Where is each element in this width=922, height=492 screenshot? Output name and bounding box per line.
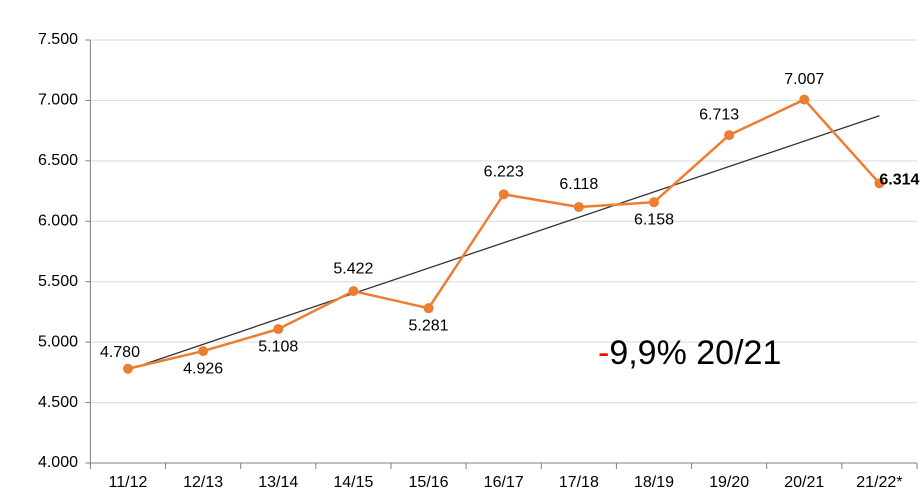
y-tick-label: 7.500 [38,31,78,48]
y-tick-label: 4.500 [38,394,78,411]
data-point [573,202,584,213]
data-point [799,94,810,105]
data-point [724,130,735,141]
data-label: 5.108 [258,338,298,355]
x-tick-label: 14/15 [333,474,373,491]
data-label: 6.158 [634,211,674,228]
y-tick-label: 6.500 [38,152,78,169]
x-tick-label: 18/19 [634,474,674,491]
data-point [423,303,434,314]
data-label: 6.314 [879,172,919,189]
series-line [127,98,881,370]
x-tick-label: 15/16 [409,474,449,491]
data-label: 6.223 [484,164,524,181]
data-point [273,324,284,335]
data-label: 5.281 [409,317,449,334]
data-label: 6.713 [699,106,739,123]
annotation-sign: - [598,334,609,372]
trendline [127,115,880,371]
x-tick-label: 11/12 [109,474,148,491]
annotation: -9,9% 20/21 [598,334,781,372]
x-tick-label: 12/13 [183,474,223,491]
data-label: 5.422 [333,260,373,277]
x-tick-label: 21/22* [856,474,902,491]
data-point [198,346,209,357]
data-point [348,286,359,297]
y-tick-label: 6.000 [38,213,78,230]
y-tick-label: 5.000 [38,333,78,350]
x-tick-label: 17/18 [559,474,599,491]
annotation-text: 9,9% 20/21 [609,334,781,372]
x-tick-label: 16/17 [484,474,524,491]
data-point [498,189,509,200]
data-label: 4.780 [100,344,140,361]
x-tick-label: 13/14 [258,474,298,491]
data-label: 7.007 [784,71,824,88]
x-tick-label: 20/21 [784,474,824,491]
data-point [122,363,133,374]
x-tick-label: 19/20 [709,474,749,491]
data-point [648,197,659,208]
y-tick-label: 4.000 [38,454,78,471]
data-point [874,178,885,189]
y-tick-label: 7.000 [38,92,78,109]
y-tick-label: 5.500 [38,273,78,290]
data-label: 4.926 [183,360,223,377]
data-label: 6.118 [559,176,598,193]
